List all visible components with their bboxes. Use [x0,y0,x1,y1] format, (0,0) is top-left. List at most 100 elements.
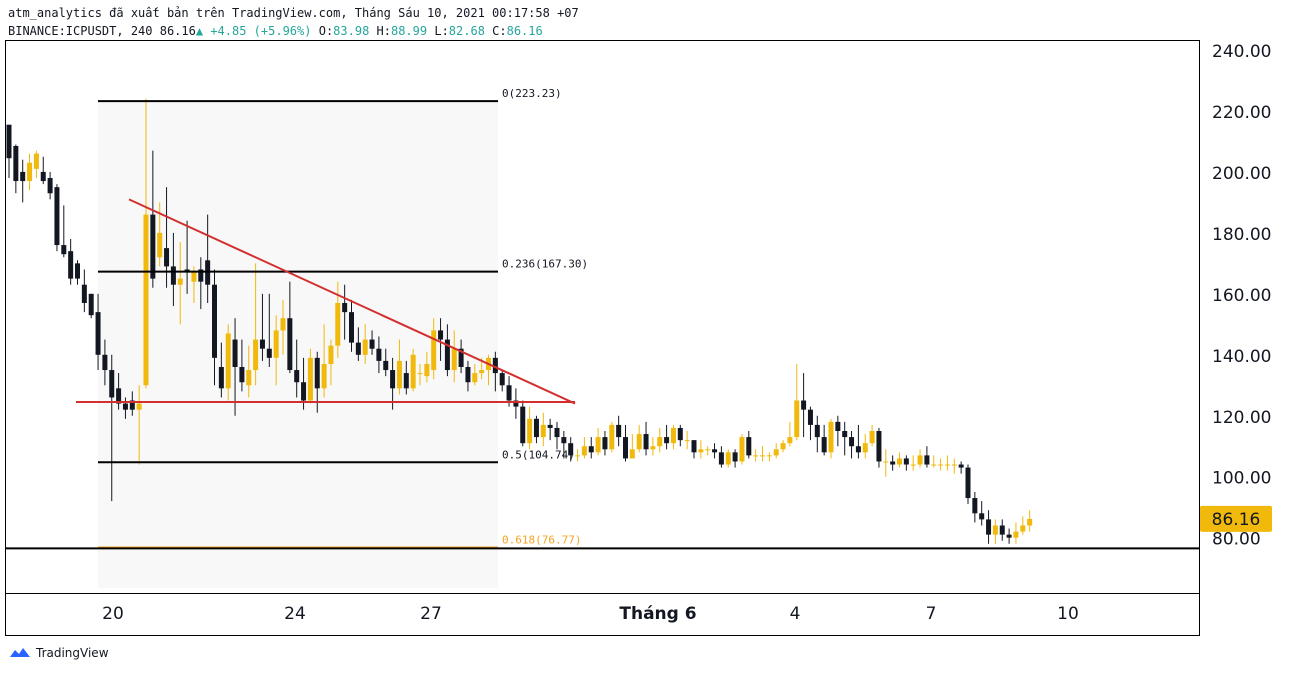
candle-body [513,400,519,407]
candle-body [677,427,683,441]
candle-body [602,437,608,450]
candle-body [499,373,505,386]
fib-level-label: 0(223.23) [502,87,562,100]
candle-body [897,458,902,465]
candle-body [979,513,985,520]
candle-body [444,339,450,371]
candle-body [910,464,916,466]
candle-body [506,385,512,401]
candle-body [609,424,615,450]
candle-body [225,333,231,389]
candle-body [1006,534,1012,538]
open-value: 83.98 [333,24,370,38]
footer-brand-text: TradingView [36,646,109,660]
triangle-up-icon: ▲ [195,24,204,38]
candle-body [27,162,33,182]
candle-body [533,418,539,438]
candle-body [68,251,74,279]
footer-brand[interactable]: TradingView [8,646,109,660]
candle-body [807,409,813,425]
candle-body [75,263,80,279]
candle-body [20,171,26,182]
candle-body [670,427,676,444]
candle-body [636,434,642,450]
candle-body [287,318,293,371]
candle-body [924,455,930,465]
time-tick-label: 4 [790,604,801,624]
candle-body [520,406,526,444]
candle-body [718,452,724,465]
price-tick-label: 120.00 [1212,408,1271,428]
price-axis[interactable]: 80.00 100.00 120.00 140.00 160.00 180.00 200.0… [1212,42,1271,550]
candle-body [307,357,313,401]
high-value: 88.99 [390,24,428,38]
time-tick-label: 7 [926,604,937,624]
candle-body [301,382,307,401]
candle-body [650,446,656,450]
candle-body [438,330,444,340]
candle-body [835,421,841,431]
candle-body [362,339,368,355]
candle-body [349,312,354,343]
candle-body [849,437,855,447]
candle-body [1020,525,1026,532]
last-price-label: 86.16 [1212,510,1261,530]
time-tick-label: Tháng 6 [619,604,696,624]
candle-body [396,360,402,389]
high-label: H: [376,24,391,38]
candle-body [218,366,224,389]
candle-body [403,373,409,389]
price-tick-label: 180.00 [1212,225,1271,245]
candle-body [417,373,423,375]
candle-body [259,339,265,349]
candle-body [465,366,471,383]
symbol-interval: BINANCE:ICPUSDT, 240 [8,24,153,38]
price-tick-label: 140.00 [1212,347,1271,367]
candle-body [931,464,937,466]
candle-body [664,437,670,444]
candle-body [691,440,697,453]
candle-body [143,214,149,386]
time-axis[interactable]: 20 24 27 Tháng 6 4 7 10 [102,604,1079,624]
triangle-upper-trendline [128,198,576,405]
candle-body [780,443,786,450]
candle-body [177,278,183,285]
candle-body [938,464,944,466]
candle-body [198,269,204,282]
fib-level-label: 0.236(167.30) [502,258,588,271]
candle-body [753,455,759,457]
candle-body [917,455,923,465]
candle-body [958,464,964,468]
candle-body [376,348,382,361]
candle-body [944,464,950,466]
candle-body [116,388,122,404]
last-price-marker: 86.16 [1200,505,1272,532]
candle-body [766,455,772,457]
publish-info: atm_analytics đã xuất bản trên TradingVi… [8,6,579,20]
candle-body [81,284,87,303]
time-tick-label: 20 [102,604,124,624]
time-tick-label: 27 [420,604,442,624]
candle-body [862,443,868,453]
candle-body [705,449,711,451]
low-value: 82.68 [448,24,485,38]
drawings-layer [5,100,1199,550]
candle-body [314,357,320,389]
candle-body [88,293,94,316]
low-label: L: [434,24,449,38]
candle-body [568,443,574,456]
last-price-legend: 86.16 [159,24,196,38]
candle-body [554,427,560,438]
candle-body [451,348,457,371]
candle-body [122,403,128,410]
close-label: C: [492,24,507,38]
candle-body [588,446,594,453]
candle-body [575,455,581,457]
candle-body [61,245,67,255]
candle-body [492,357,498,374]
candle-body [47,178,53,194]
candle-body [335,302,341,346]
candle-body [129,400,135,410]
candle-body [239,366,245,383]
